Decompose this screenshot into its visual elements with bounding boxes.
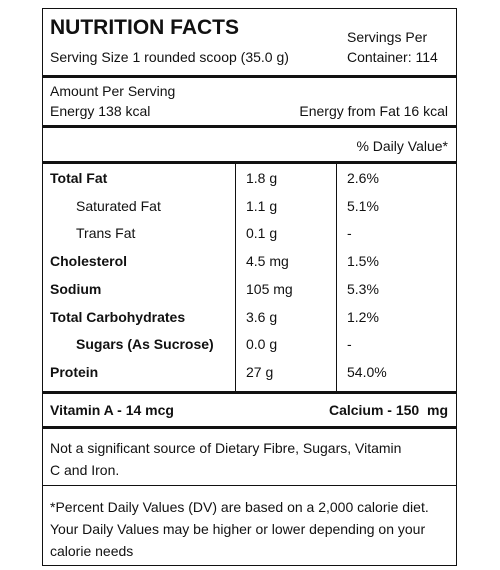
daily-value: 2.6%	[347, 170, 379, 186]
energy: Energy 138 kcal	[50, 103, 151, 119]
divider	[43, 485, 456, 486]
nutrient-name: Saturated Fat	[76, 197, 161, 214]
daily-value-heading: % Daily Value*	[356, 138, 448, 154]
nutrient-name: Cholesterol	[50, 253, 128, 270]
divider	[43, 125, 456, 128]
amount: 4.5 mg	[246, 253, 289, 270]
amount: 1.8 g	[246, 170, 278, 186]
divider	[43, 426, 456, 429]
servings-per-container: Servings Per Container: 114	[347, 29, 438, 65]
divider	[43, 161, 456, 164]
divider	[43, 391, 456, 394]
daily-value: 54.0%	[347, 363, 387, 380]
daily-value: 5.1%	[347, 197, 379, 214]
daily-value: -	[347, 336, 352, 353]
nutrient-name: Protein	[50, 363, 99, 380]
amount: 27 g	[246, 363, 274, 380]
amount: 1.1 g	[246, 197, 278, 214]
daily-value: 5.3%	[347, 280, 379, 297]
calcium: Calcium - 150 mg	[328, 402, 448, 418]
amount: 105 mg	[246, 280, 293, 297]
note: Not a significant source of Dietary Fibr…	[50, 440, 402, 478]
title: NUTRITION FACTS	[50, 16, 239, 39]
nutrient-name: Total Carbohydrates	[50, 308, 186, 325]
amount-heading: Amount Per Serving	[50, 83, 176, 99]
energy-from-fat: Energy from Fat 16 kcal	[299, 103, 448, 119]
amount: 0.1 g	[246, 225, 278, 242]
daily-value: 1.2%	[347, 308, 379, 325]
amount: 0.0 g	[246, 336, 278, 353]
footnote: *Percent Daily Values (DV) are based on …	[50, 499, 429, 559]
nutrient-name: Sodium	[50, 280, 102, 297]
nutrition-label: NUTRITION FACTS Serving Size 1 rounded s…	[42, 8, 457, 566]
column-line	[336, 164, 337, 391]
daily-value: -	[347, 225, 352, 242]
column-line	[235, 164, 236, 391]
divider	[43, 75, 456, 78]
amount: 3.6 g	[246, 308, 278, 325]
vitamin-a: Vitamin A - 14 mcg	[50, 402, 174, 418]
nutrient-name: Trans Fat	[76, 225, 136, 242]
nutrient-name: Total Fat	[50, 170, 108, 186]
serving-size: Serving Size 1 rounded scoop (35.0 g)	[50, 49, 289, 65]
nutrient-name: Sugars (As Sucrose)	[76, 336, 214, 353]
daily-value: 1.5%	[347, 253, 379, 270]
